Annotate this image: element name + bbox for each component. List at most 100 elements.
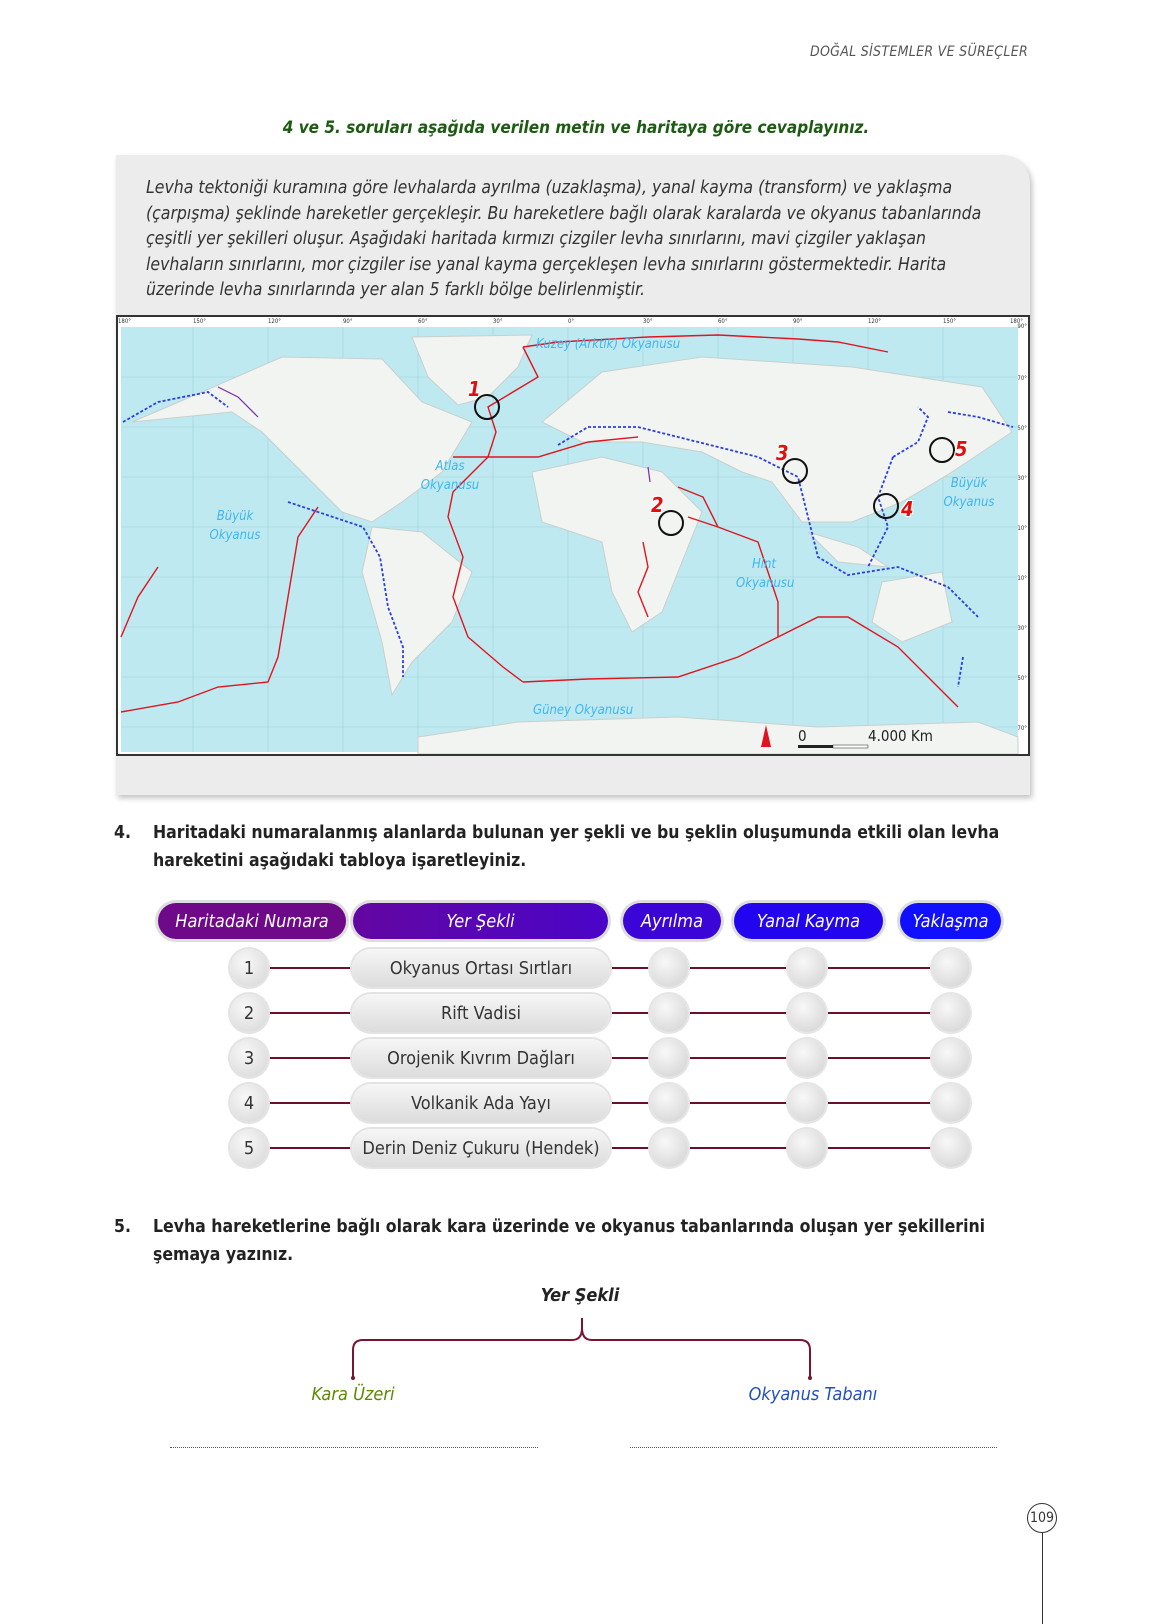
- connector-line: [612, 1147, 650, 1149]
- divergent-checkbox[interactable]: [650, 994, 688, 1032]
- convergent-checkbox[interactable]: [932, 994, 970, 1032]
- marker-3: 3: [776, 441, 789, 465]
- connector-line: [270, 1012, 352, 1014]
- longitude-tick: 90°: [793, 318, 803, 325]
- row-number: 3: [230, 1039, 268, 1077]
- connector-line: [270, 1147, 352, 1149]
- latitude-tick: 50°: [1017, 425, 1027, 432]
- page-rule: [1042, 1533, 1043, 1624]
- longitude-tick: 90°: [343, 318, 353, 325]
- connector-line: [690, 1057, 788, 1059]
- connector-line: [828, 1057, 932, 1059]
- connector-line: [690, 1012, 788, 1014]
- marker-1: 1: [468, 377, 481, 401]
- longitude-tick: 180°: [1010, 318, 1023, 325]
- connector-line: [828, 967, 932, 969]
- convergent-checkbox[interactable]: [932, 1039, 970, 1077]
- world-plate-map: 180° 150° 120° 90° 60° 30° 0° 30° 60° 90° 120° 150°…: [116, 315, 1030, 756]
- label-arctic-ocean: Kuzey (Arktik) Okyanusu: [536, 337, 681, 352]
- latitude-tick: 10°: [1017, 525, 1027, 532]
- latitude-tick: 50°: [1017, 675, 1027, 682]
- longitude-tick: 180°: [118, 318, 131, 325]
- connector-line: [828, 1102, 932, 1104]
- landform-label: Orojenik Kıvrım Dağları: [352, 1039, 610, 1077]
- latitude-tick: 10°: [1017, 575, 1027, 582]
- question-5-number: 5.: [114, 1217, 131, 1237]
- divergent-checkbox[interactable]: [650, 1084, 688, 1122]
- divergent-checkbox[interactable]: [650, 949, 688, 987]
- connector-line: [612, 1102, 650, 1104]
- header-map-number: Haritadaki Numara: [158, 903, 346, 939]
- convergent-checkbox[interactable]: [932, 1129, 970, 1167]
- connector-line: [690, 1147, 788, 1149]
- longitude-tick: 60°: [718, 318, 728, 325]
- connector-line: [828, 1012, 932, 1014]
- label-atlantic-ocean: Atlas Okyanusu: [420, 459, 480, 493]
- row-number: 1: [230, 949, 268, 987]
- transform-checkbox[interactable]: [788, 994, 826, 1032]
- transform-checkbox[interactable]: [788, 1084, 826, 1122]
- row-number: 4: [230, 1084, 268, 1122]
- instruction: 4 ve 5. soruları aşağıda verilen metin v…: [282, 118, 870, 138]
- convergent-checkbox[interactable]: [932, 949, 970, 987]
- question-4-number: 4.: [114, 823, 131, 843]
- schema-ocean-floor: Okyanus Tabanı: [748, 1384, 878, 1405]
- header-transform: Yanal Kayma: [734, 903, 883, 939]
- connector-line: [612, 1012, 650, 1014]
- schema-root: Yer Şekli: [540, 1285, 620, 1306]
- connector-line: [270, 1057, 352, 1059]
- transform-checkbox[interactable]: [788, 1129, 826, 1167]
- header-convergent: Yaklaşma: [900, 903, 1001, 939]
- label-pacific-ocean-east: Büyük Okyanus: [943, 476, 995, 510]
- marker-5: 5: [955, 437, 968, 461]
- longitude-tick: 60°: [418, 318, 428, 325]
- answer-line-ocean[interactable]: [630, 1447, 997, 1448]
- row-number: 2: [230, 994, 268, 1032]
- connector-line: [612, 1057, 650, 1059]
- label-southern-ocean: Güney Okyanusu: [533, 703, 634, 718]
- convergent-checkbox[interactable]: [932, 1084, 970, 1122]
- connector-line: [690, 967, 788, 969]
- latitude-tick: 70°: [1017, 375, 1027, 382]
- schema-land: Kara Üzeri: [311, 1384, 395, 1405]
- marker-2: 2: [651, 493, 664, 517]
- landform-label: Volkanik Ada Yayı: [352, 1084, 610, 1122]
- header-divergent: Ayrılma: [623, 903, 721, 939]
- divergent-checkbox[interactable]: [650, 1129, 688, 1167]
- latitude-tick: 90°: [1017, 323, 1027, 330]
- longitude-tick: 0°: [568, 318, 575, 325]
- question-4-text: Haritadaki numaralanmış alanlarda buluna…: [153, 823, 1000, 871]
- landform-label: Rift Vadisi: [352, 994, 610, 1032]
- longitude-tick: 120°: [268, 318, 281, 325]
- label-pacific-ocean-west: Büyük Okyanus: [209, 509, 261, 543]
- scale-start: 0: [798, 727, 807, 745]
- connector-line: [690, 1102, 788, 1104]
- connector-line: [270, 967, 352, 969]
- landform-label: Okyanus Ortası Sırtları: [352, 949, 610, 987]
- longitude-tick: 30°: [643, 318, 653, 325]
- section-header: DOĞAL SİSTEMLER VE SÜREÇLER: [809, 44, 1028, 60]
- divergent-checkbox[interactable]: [650, 1039, 688, 1077]
- longitude-tick: 30°: [493, 318, 503, 325]
- transform-checkbox[interactable]: [788, 1039, 826, 1077]
- page-number: 109: [1027, 1503, 1057, 1533]
- connector-line: [828, 1147, 932, 1149]
- marker-4: 4: [901, 497, 914, 521]
- label-indian-ocean: Hint Okyanusu: [736, 557, 795, 591]
- info-paragraph: Levha tektoniği kuramına göre levhalarda…: [146, 178, 982, 300]
- north-arrow-icon: [761, 725, 771, 747]
- schema-bracket: [351, 1318, 812, 1380]
- map-graphic: [120, 327, 1019, 754]
- connector-line: [270, 1102, 352, 1104]
- longitude-tick: 150°: [193, 318, 206, 325]
- header-landform: Yer Şekli: [353, 903, 608, 939]
- landform-label: Derin Deniz Çukuru (Hendek): [352, 1129, 610, 1167]
- transform-checkbox[interactable]: [788, 949, 826, 987]
- longitude-tick: 120°: [868, 318, 881, 325]
- latitude-tick: 70°: [1017, 725, 1027, 732]
- longitude-tick: 150°: [943, 318, 956, 325]
- latitude-tick: 30°: [1017, 625, 1027, 632]
- question-5-text: Levha hareketlerine bağlı olarak kara üz…: [153, 1217, 986, 1265]
- row-number: 5: [230, 1129, 268, 1167]
- answer-line-land[interactable]: [170, 1447, 538, 1448]
